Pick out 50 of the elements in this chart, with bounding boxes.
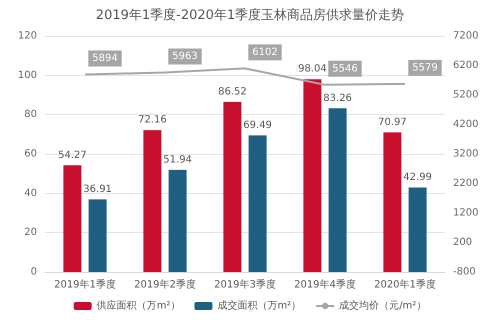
data-label: 5546: [332, 63, 358, 74]
y2-tick-label: 1200: [453, 208, 478, 218]
bar: [383, 132, 402, 272]
legend-label: 供应面积（万m²）: [96, 300, 180, 312]
legend-label: 成交均价（元/m²）: [339, 300, 426, 312]
x-tick-label: 2019年1季度: [54, 278, 116, 290]
bar: [63, 165, 82, 272]
data-label: 6102: [252, 46, 278, 58]
y-tick-label: 120: [18, 30, 37, 42]
bar: [143, 130, 162, 272]
data-label: 86.52: [218, 86, 247, 98]
data-label: 5894: [92, 53, 118, 64]
data-label: 54.27: [58, 150, 87, 161]
data-label: 5579: [412, 62, 438, 74]
data-label: 83.26: [323, 92, 352, 104]
x-tick-label: 2020年1季度: [374, 278, 436, 290]
data-label: 69.49: [243, 120, 272, 131]
y-tick-label: 40: [24, 188, 37, 199]
bar: [168, 170, 187, 272]
bar: [248, 135, 267, 272]
x-tick-label: 2019年4季度: [294, 278, 356, 290]
data-label: 70.97: [378, 116, 407, 128]
y2-tick-label: 6200: [453, 60, 478, 71]
y2-tick-label: 3200: [453, 148, 478, 160]
bar: [328, 108, 347, 272]
data-label: 98.04: [298, 64, 327, 75]
y2-tick-label: 200: [453, 237, 472, 248]
y-tick-label: 100: [18, 70, 37, 81]
data-label: 51.94: [163, 154, 192, 166]
x-tick-label: 2019年2季度: [134, 278, 196, 290]
data-label: 36.91: [83, 184, 112, 195]
bar: [223, 102, 242, 272]
data-label: 42.99: [403, 172, 432, 183]
y2-tick-label: -800: [453, 266, 476, 278]
y-tick-label: 20: [24, 227, 37, 238]
y2-tick-label: 4200: [453, 119, 478, 130]
data-label: 5963: [172, 50, 198, 62]
x-tick-label: 2019年3季度: [214, 278, 276, 290]
bar: [408, 187, 427, 272]
y-tick-label: 60: [24, 148, 37, 160]
chart-title: 2019年1季度-2020年1季度玉林商品房供求量价走势: [96, 7, 404, 23]
bar: [303, 79, 322, 272]
legend-label: 成交面积（万m²）: [217, 300, 302, 312]
y2-tick-label: 5200: [453, 90, 478, 100]
y-tick-label: 0: [30, 266, 37, 278]
data-label: 72.16: [138, 114, 167, 126]
y-tick-label: 80: [24, 109, 37, 120]
bar: [88, 199, 107, 272]
y2-tick-label: 7200: [453, 30, 478, 42]
y2-tick-label: 2200: [453, 178, 478, 189]
